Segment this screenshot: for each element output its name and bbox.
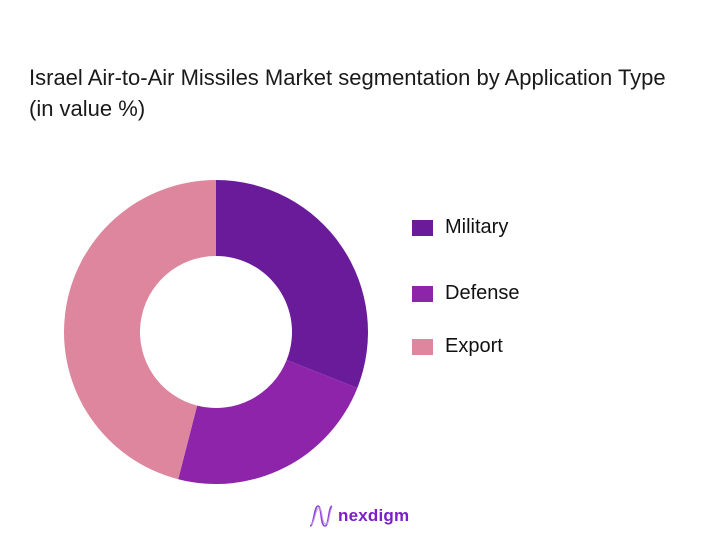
slice-defense [178, 359, 358, 484]
wave-logo-icon [309, 505, 333, 527]
legend-item-military: Military [412, 216, 508, 239]
legend-item-defense: Defense [412, 282, 520, 305]
legend-item-export: Export [412, 335, 503, 358]
legend-label: Military [445, 216, 509, 238]
chart-title: Israel Air-to-Air Missiles Market segmen… [29, 65, 666, 121]
brand-logo: nexdigm [308, 504, 409, 528]
legend-swatch [412, 219, 433, 236]
legend-label: Export [445, 335, 503, 357]
legend-swatch [412, 285, 433, 302]
legend-label: Defense [445, 282, 520, 304]
slice-export [64, 180, 216, 480]
legend-swatch [412, 338, 433, 355]
slice-military [216, 180, 368, 388]
brand-name: nexdigm [338, 506, 410, 525]
donut-slices [64, 180, 368, 484]
